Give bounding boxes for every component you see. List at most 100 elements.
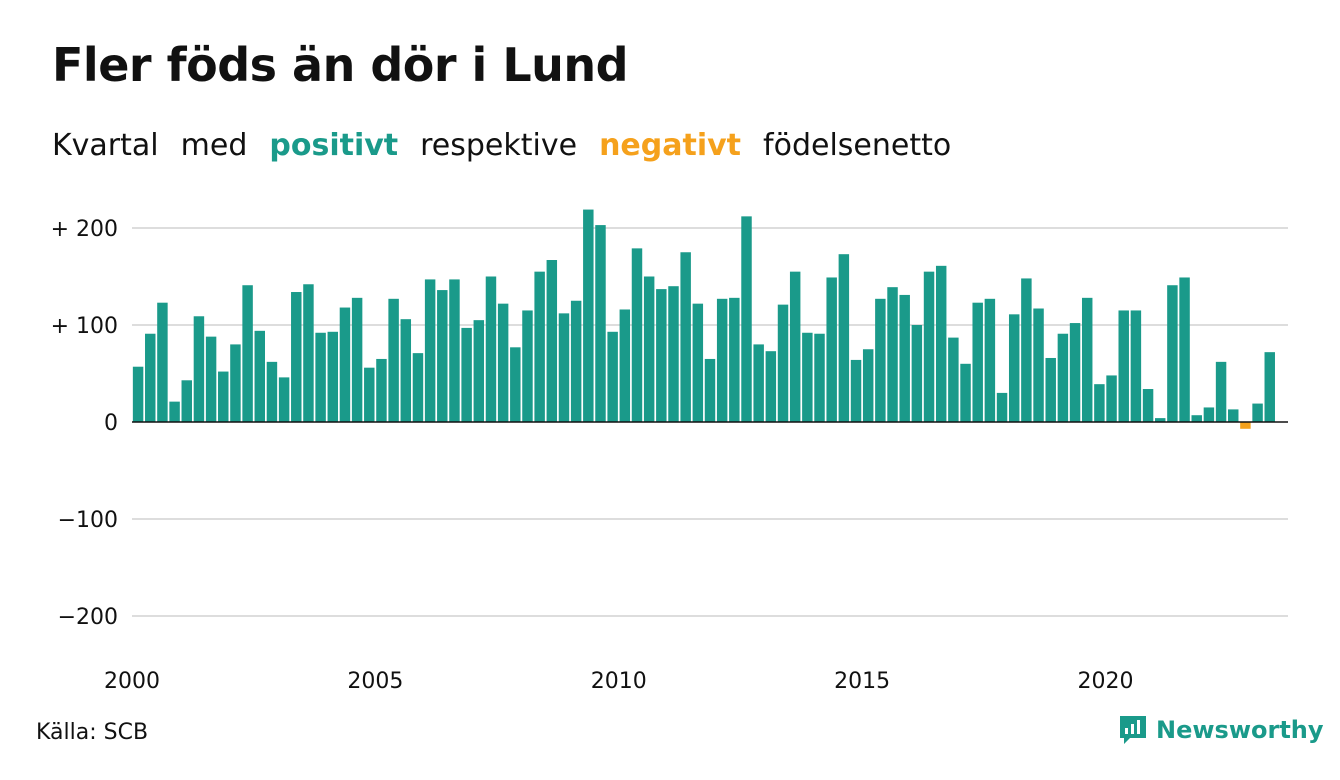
- bar: [205, 336, 217, 422]
- bar: [1008, 314, 1020, 422]
- brand-name: Newsworthy: [1156, 716, 1324, 744]
- x-tick-label: 2000: [104, 669, 160, 694]
- bar: [595, 225, 606, 422]
- bar: [680, 252, 691, 422]
- y-tick-label: −200: [58, 605, 118, 630]
- bar: [1167, 285, 1178, 422]
- bar: [899, 294, 910, 422]
- bar: [996, 392, 1008, 422]
- x-tick-label: 2020: [1077, 669, 1133, 694]
- bar: [1094, 384, 1105, 422]
- subtitle-word: med: [180, 128, 248, 163]
- bar: [619, 309, 631, 422]
- bar: [1191, 415, 1202, 422]
- bar: [862, 349, 874, 422]
- bar: [558, 313, 570, 422]
- bar: [1106, 375, 1117, 422]
- bar: [802, 332, 813, 422]
- bar: [1057, 333, 1069, 422]
- bar: [230, 344, 241, 422]
- source-note: Källa: SCB: [36, 720, 149, 745]
- bar: [412, 353, 424, 422]
- chart-title: Fler föds än dör i Lund: [52, 38, 629, 92]
- subtitle-word: födelsenetto: [763, 128, 952, 163]
- bar: [656, 289, 667, 422]
- bar: [777, 304, 789, 422]
- bar: [935, 265, 947, 422]
- bar: [485, 276, 497, 422]
- axes: + 200 + 100 0 −100 −200 2000 2005 2010 2015 2020: [51, 217, 1288, 694]
- bar: [1240, 422, 1251, 429]
- bar: [631, 248, 643, 422]
- bar: [1081, 297, 1093, 422]
- bar: [461, 327, 472, 422]
- bar: [254, 330, 266, 422]
- bar: [278, 377, 290, 422]
- bar: [351, 297, 363, 422]
- bar: [583, 209, 594, 422]
- bar: [789, 271, 801, 422]
- bar: [1215, 361, 1227, 422]
- bar: [875, 298, 886, 422]
- bar: [911, 325, 923, 422]
- bar: [510, 347, 521, 422]
- bar: [376, 358, 387, 422]
- y-tick-label: + 200: [51, 217, 118, 242]
- bar: [169, 401, 180, 422]
- bar: [1252, 403, 1263, 422]
- bar: [887, 287, 898, 422]
- y-tick-label: + 100: [51, 314, 118, 339]
- bar: [607, 331, 618, 422]
- bar: [850, 359, 862, 422]
- chart-subtitle: Kvartal med positivt respektive negativt föde…: [52, 128, 973, 163]
- y-tick-label: −100: [58, 508, 118, 533]
- bar: [193, 316, 205, 422]
- bar: [157, 302, 168, 422]
- bar: [1130, 310, 1142, 422]
- bar: [218, 371, 229, 422]
- bar: [546, 260, 558, 422]
- bar: [266, 361, 278, 422]
- bar: [570, 300, 582, 422]
- bar: [826, 277, 837, 422]
- bar: [741, 216, 752, 422]
- bar: [1045, 357, 1056, 422]
- bar: [1118, 310, 1129, 422]
- bar: [303, 284, 314, 422]
- brand-logo: Newsworthy: [1118, 714, 1324, 746]
- bar: [242, 285, 253, 422]
- bar: [388, 298, 399, 422]
- bar: [1142, 389, 1154, 422]
- bar: [1179, 277, 1190, 422]
- bar: [315, 332, 326, 422]
- subtitle-negative-label: negativt: [599, 128, 742, 163]
- bar: [668, 286, 679, 422]
- bar: [765, 351, 777, 422]
- x-tick-label: 2005: [347, 669, 403, 694]
- bar: [729, 297, 740, 422]
- bar: [473, 320, 485, 422]
- subtitle-word: respektive: [420, 128, 578, 163]
- newsworthy-icon: [1120, 716, 1146, 744]
- bar: [145, 333, 156, 422]
- y-tick-label: 0: [104, 411, 118, 436]
- bar: [814, 333, 825, 422]
- bar: [972, 302, 983, 422]
- bar: [1264, 352, 1275, 422]
- x-tick-label: 2010: [591, 669, 647, 694]
- bar: [1069, 323, 1081, 422]
- bar: [534, 271, 545, 422]
- bar: [291, 292, 302, 422]
- subtitle-positive-label: positivt: [269, 128, 399, 163]
- bar: [1228, 409, 1239, 422]
- bar: [838, 254, 850, 422]
- bar: [1203, 407, 1215, 422]
- bar: [497, 303, 509, 422]
- bar: [181, 380, 192, 422]
- gridlines: [132, 227, 1288, 617]
- bar: [400, 319, 412, 422]
- bar: [364, 367, 375, 422]
- bar: [424, 279, 436, 422]
- bar: [522, 310, 533, 422]
- bar: [692, 303, 704, 422]
